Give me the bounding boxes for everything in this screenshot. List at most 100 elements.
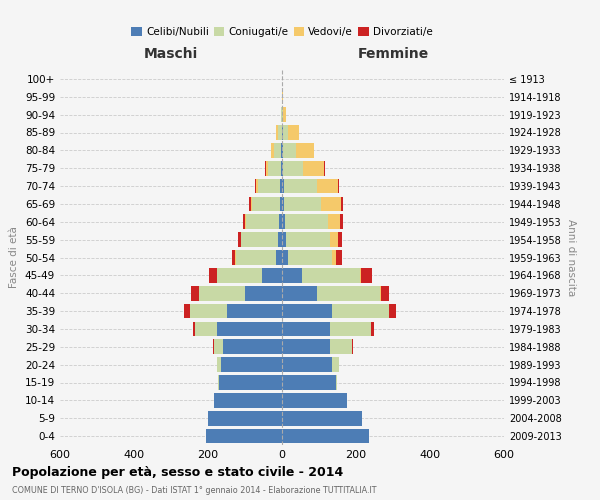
Bar	[282, 304, 332, 318]
Bar	[340, 214, 343, 229]
Bar	[271, 143, 274, 158]
Bar	[361, 268, 372, 282]
Bar	[282, 322, 330, 336]
Bar	[280, 178, 282, 194]
Bar	[217, 322, 282, 336]
Bar	[283, 125, 288, 140]
Bar	[389, 304, 396, 318]
Bar	[288, 125, 299, 140]
Y-axis label: Anni di nascita: Anni di nascita	[566, 219, 575, 296]
Bar	[285, 214, 328, 229]
Bar	[206, 428, 282, 444]
Bar	[283, 161, 304, 176]
Text: COMUNE DI TERNO D'ISOLA (BG) - Dati ISTAT 1° gennaio 2014 - Elaborazione TUTTITA: COMUNE DI TERNO D'ISOLA (BG) - Dati ISTA…	[12, 486, 377, 495]
Bar	[360, 268, 361, 282]
Bar	[278, 232, 282, 247]
Bar	[232, 250, 235, 265]
Bar	[195, 322, 217, 336]
Bar	[283, 108, 286, 122]
Bar	[280, 196, 282, 211]
Bar	[282, 340, 330, 354]
Bar	[253, 196, 280, 211]
Bar	[282, 178, 284, 194]
Bar	[277, 250, 282, 265]
Bar	[209, 268, 217, 282]
Legend: Celibi/Nubili, Coniugati/e, Vedovi/e, Divorziati/e: Celibi/Nubili, Coniugati/e, Vedovi/e, Di…	[127, 22, 437, 41]
Bar	[266, 161, 268, 176]
Bar	[190, 304, 227, 318]
Bar	[208, 411, 282, 426]
Bar	[221, 358, 282, 372]
Bar	[283, 143, 296, 158]
Bar	[282, 108, 283, 122]
Bar	[227, 304, 282, 318]
Bar	[282, 358, 332, 372]
Bar	[277, 125, 278, 140]
Bar	[282, 143, 283, 158]
Bar	[328, 214, 340, 229]
Bar	[281, 143, 282, 158]
Bar	[282, 90, 283, 104]
Bar	[296, 143, 314, 158]
Bar	[324, 161, 325, 176]
Bar	[282, 196, 284, 211]
Bar	[278, 125, 281, 140]
Bar	[282, 161, 283, 176]
Bar	[214, 393, 282, 407]
Bar	[381, 286, 389, 300]
Bar	[284, 196, 321, 211]
Bar	[245, 214, 246, 229]
Bar	[284, 178, 317, 194]
Bar	[258, 178, 280, 194]
Bar	[282, 428, 369, 444]
Bar	[317, 178, 337, 194]
Bar	[281, 108, 282, 122]
Bar	[282, 125, 283, 140]
Bar	[262, 268, 282, 282]
Bar	[282, 393, 347, 407]
Bar	[251, 196, 253, 211]
Bar	[282, 286, 317, 300]
Bar	[268, 161, 281, 176]
Bar	[250, 196, 251, 211]
Bar	[330, 322, 371, 336]
Bar	[241, 232, 278, 247]
Bar	[213, 340, 214, 354]
Bar	[223, 340, 282, 354]
Bar	[256, 178, 258, 194]
Bar	[265, 161, 266, 176]
Bar	[184, 304, 190, 318]
Bar	[302, 268, 360, 282]
Bar	[332, 358, 340, 372]
Bar	[337, 178, 338, 194]
Text: Femmine: Femmine	[358, 46, 428, 60]
Bar	[217, 358, 221, 372]
Bar	[282, 232, 286, 247]
Bar	[380, 286, 381, 300]
Bar	[337, 232, 342, 247]
Bar	[282, 375, 335, 390]
Bar	[245, 286, 282, 300]
Bar	[199, 286, 245, 300]
Bar	[317, 286, 380, 300]
Bar	[341, 196, 343, 211]
Bar	[371, 322, 374, 336]
Y-axis label: Fasce di età: Fasce di età	[10, 226, 19, 288]
Bar	[282, 411, 362, 426]
Bar	[335, 375, 337, 390]
Bar	[191, 286, 199, 300]
Bar	[282, 250, 287, 265]
Bar	[321, 196, 341, 211]
Text: Popolazione per età, sesso e stato civile - 2014: Popolazione per età, sesso e stato civil…	[12, 466, 343, 479]
Bar	[214, 340, 223, 354]
Bar	[282, 214, 285, 229]
Bar	[281, 161, 282, 176]
Bar	[246, 214, 279, 229]
Bar	[352, 340, 353, 354]
Bar	[243, 214, 245, 229]
Bar	[236, 250, 277, 265]
Bar	[330, 340, 352, 354]
Bar	[304, 161, 324, 176]
Bar	[219, 375, 282, 390]
Bar	[282, 268, 302, 282]
